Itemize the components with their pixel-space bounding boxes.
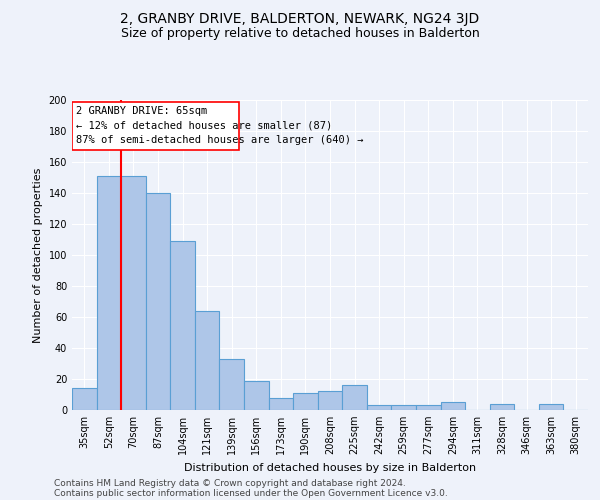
Bar [121,176,146,410]
Text: 2, GRANBY DRIVE, BALDERTON, NEWARK, NG24 3JD: 2, GRANBY DRIVE, BALDERTON, NEWARK, NG24… [121,12,479,26]
Bar [367,406,391,410]
Bar [97,176,121,410]
FancyBboxPatch shape [72,102,239,150]
Bar [539,404,563,410]
Bar [72,388,97,410]
Bar [220,359,244,410]
Bar [146,193,170,410]
Text: Size of property relative to detached houses in Balderton: Size of property relative to detached ho… [121,28,479,40]
Bar [244,380,269,410]
Text: Contains HM Land Registry data © Crown copyright and database right 2024.: Contains HM Land Registry data © Crown c… [54,478,406,488]
Text: Contains public sector information licensed under the Open Government Licence v3: Contains public sector information licen… [54,488,448,498]
Bar [342,385,367,410]
X-axis label: Distribution of detached houses by size in Balderton: Distribution of detached houses by size … [184,462,476,472]
Bar [293,393,318,410]
Bar [391,406,416,410]
Bar [170,241,195,410]
Bar [440,402,465,410]
Bar [269,398,293,410]
Text: 2 GRANBY DRIVE: 65sqm: 2 GRANBY DRIVE: 65sqm [76,106,207,116]
Bar [195,311,220,410]
Bar [416,406,440,410]
Y-axis label: Number of detached properties: Number of detached properties [33,168,43,342]
Text: ← 12% of detached houses are smaller (87): ← 12% of detached houses are smaller (87… [76,120,332,130]
Bar [318,392,342,410]
Bar [490,404,514,410]
Text: 87% of semi-detached houses are larger (640) →: 87% of semi-detached houses are larger (… [76,136,363,145]
